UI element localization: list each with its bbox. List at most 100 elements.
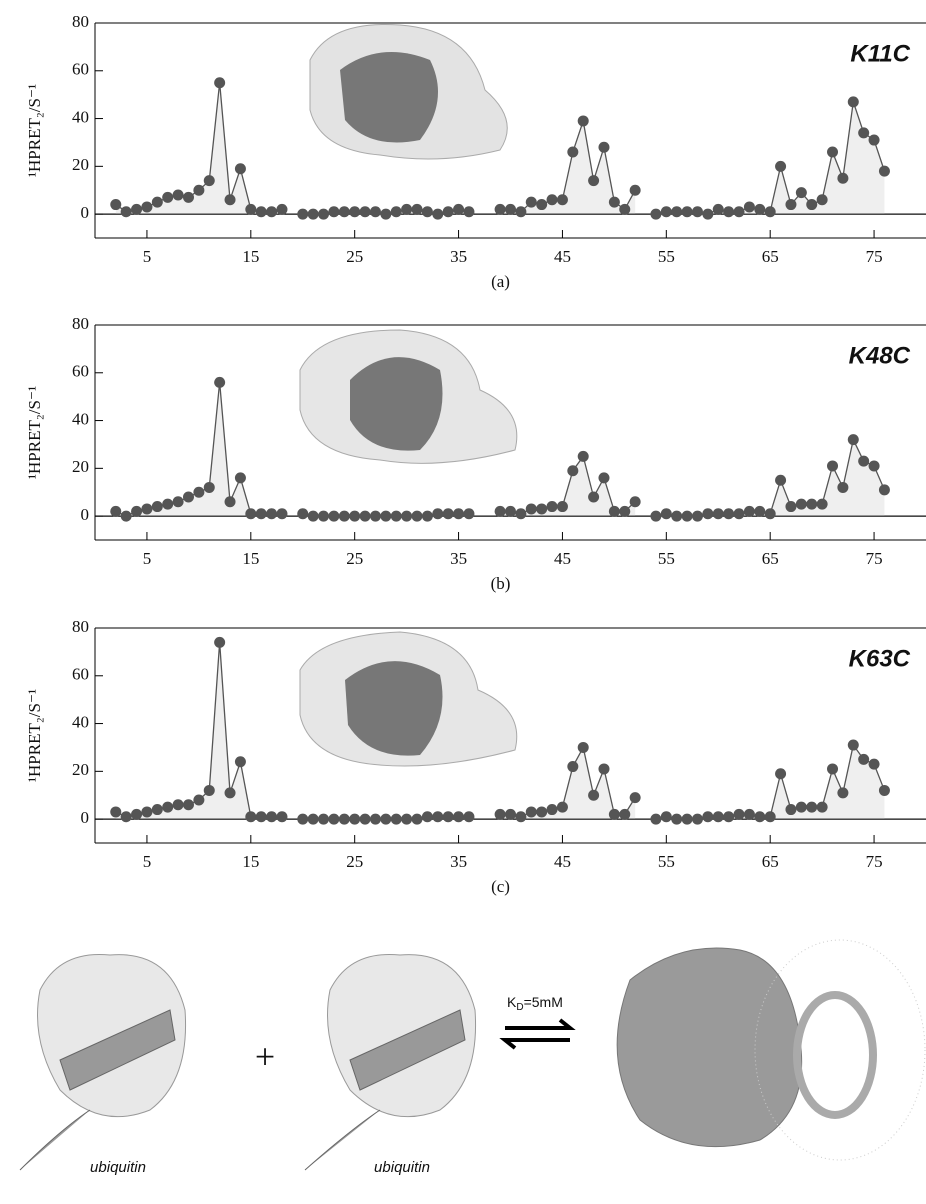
point [338, 510, 350, 522]
point [453, 203, 465, 215]
point [650, 813, 662, 825]
point [369, 206, 381, 218]
kd-value: =5mM [524, 994, 563, 1010]
x-tick-label: 75 [866, 247, 883, 266]
kd-subscript: D [516, 1002, 523, 1013]
point [681, 206, 693, 218]
point [619, 505, 631, 517]
point [733, 808, 745, 820]
point [671, 510, 683, 522]
plus-sign: + [255, 1036, 275, 1076]
rotation-arrow [793, 991, 877, 1119]
point [110, 199, 122, 211]
point [380, 510, 392, 522]
point [110, 505, 122, 517]
y-axis-label: ¹HPRET₂/S⁻¹ [25, 689, 44, 782]
point [349, 510, 361, 522]
point [266, 811, 278, 823]
point [775, 474, 787, 486]
point [660, 206, 672, 218]
x-tick-label: 55 [658, 852, 675, 871]
point [307, 813, 319, 825]
point [764, 206, 776, 218]
point [691, 510, 703, 522]
point [702, 208, 714, 220]
inset-c [299, 631, 518, 767]
point [577, 741, 589, 753]
point [858, 455, 870, 467]
point [172, 189, 184, 201]
y-axis-label: ¹HPRET₂/S⁻¹ [25, 386, 44, 479]
point [816, 801, 828, 813]
x-tick-label: 15 [242, 247, 259, 266]
point [203, 481, 215, 493]
point [463, 811, 475, 823]
point [494, 808, 506, 820]
x-tick-label: 25 [346, 247, 363, 266]
point [723, 811, 735, 823]
point [182, 491, 194, 503]
point [318, 813, 330, 825]
inset-b [299, 329, 518, 464]
point [847, 434, 859, 446]
point [172, 799, 184, 811]
point [525, 806, 537, 818]
point [660, 508, 672, 520]
point [401, 510, 413, 522]
y-tick-label: 60 [72, 665, 89, 684]
point [681, 510, 693, 522]
y-tick-label: 0 [81, 808, 90, 827]
point [214, 77, 226, 89]
point [733, 508, 745, 520]
point [245, 203, 257, 215]
point [172, 496, 184, 508]
point [432, 508, 444, 520]
point [671, 813, 683, 825]
point [214, 376, 226, 388]
point [598, 141, 610, 153]
point [858, 753, 870, 765]
point [505, 505, 516, 517]
point [691, 206, 703, 218]
point [608, 808, 620, 820]
point [650, 208, 662, 220]
point [868, 134, 880, 146]
point [297, 508, 309, 520]
point [629, 792, 641, 804]
x-tick-label: 25 [346, 852, 363, 871]
x-tick-label: 35 [450, 852, 467, 871]
point [245, 508, 257, 520]
point [203, 175, 215, 187]
point [556, 801, 568, 813]
point [567, 146, 579, 158]
x-tick-label: 45 [554, 247, 571, 266]
point [411, 813, 423, 825]
point [588, 491, 600, 503]
point [712, 508, 724, 520]
point [505, 808, 516, 820]
point [338, 813, 350, 825]
point [245, 811, 257, 823]
point [536, 806, 548, 818]
point [151, 501, 163, 513]
point [827, 460, 839, 472]
point [318, 208, 330, 220]
point [515, 508, 527, 520]
point [141, 806, 153, 818]
x-tick-label: 35 [450, 247, 467, 266]
point [328, 813, 340, 825]
point [432, 208, 444, 220]
point [505, 203, 516, 215]
point [359, 813, 371, 825]
y-tick-label: 60 [72, 60, 89, 79]
point [795, 187, 807, 199]
point [546, 804, 558, 816]
dynamic-cloud [754, 939, 926, 1161]
point [110, 806, 122, 818]
x-tick-label: 5 [143, 852, 152, 871]
point [151, 804, 163, 816]
point [401, 203, 413, 215]
point [691, 813, 703, 825]
kd-symbol: K [507, 994, 517, 1010]
point [421, 206, 433, 218]
